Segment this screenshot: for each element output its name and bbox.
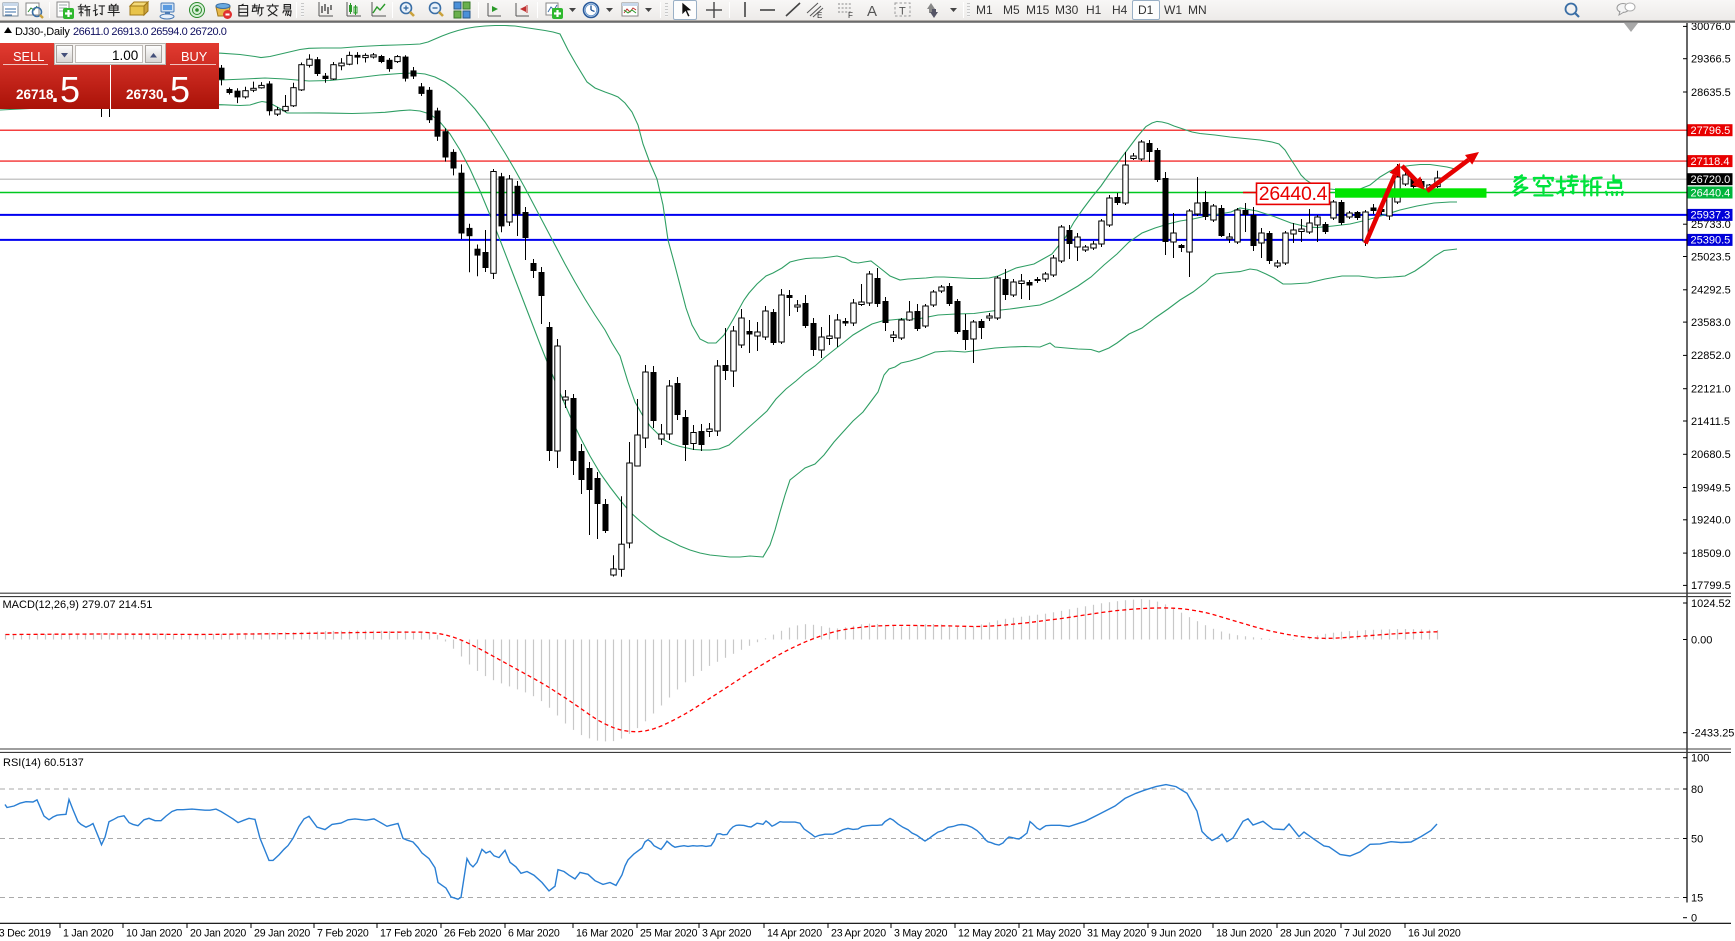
svg-text:7 Jul 2020: 7 Jul 2020 [1344, 928, 1391, 940]
svg-text:21 May 2020: 21 May 2020 [1022, 928, 1081, 940]
svg-text:26440.4: 26440.4 [1691, 187, 1731, 199]
svg-text:14 Apr 2020: 14 Apr 2020 [767, 928, 822, 940]
svg-text:22121.0: 22121.0 [1691, 384, 1731, 396]
svg-text:26720.0: 26720.0 [1691, 174, 1731, 186]
svg-text:18 Jun 2020: 18 Jun 2020 [1216, 928, 1272, 940]
svg-text:19240.0: 19240.0 [1691, 515, 1731, 527]
svg-text:100: 100 [1691, 753, 1709, 765]
svg-text:25390.5: 25390.5 [1691, 235, 1731, 247]
svg-text:17 Feb 2020: 17 Feb 2020 [380, 928, 438, 940]
svg-text:26611.0 26913.0 26594.0 26720.: 26611.0 26913.0 26594.0 26720.0 [73, 26, 227, 38]
svg-text:25023.5: 25023.5 [1691, 251, 1731, 263]
svg-text:16 Mar 2020: 16 Mar 2020 [576, 928, 634, 940]
svg-text:0: 0 [1691, 913, 1697, 925]
svg-text:F: F [848, 11, 853, 20]
svg-text:MACD(12,26,9) 279.07 214.51: MACD(12,26,9) 279.07 214.51 [3, 599, 153, 611]
svg-text:25937.3: 25937.3 [1691, 210, 1731, 222]
svg-text:28635.5: 28635.5 [1691, 87, 1731, 99]
svg-text:25 Mar 2020: 25 Mar 2020 [640, 928, 698, 940]
svg-text:80: 80 [1691, 784, 1703, 796]
svg-text:19949.5: 19949.5 [1691, 482, 1731, 494]
svg-text:27118.4: 27118.4 [1691, 156, 1730, 168]
svg-text:1 Jan 2020: 1 Jan 2020 [63, 928, 114, 940]
svg-text:10 Jan 2020: 10 Jan 2020 [126, 928, 182, 940]
svg-text:21411.5: 21411.5 [1691, 416, 1730, 428]
svg-text:25733.0: 25733.0 [1691, 219, 1731, 231]
svg-text:9 Jun 2020: 9 Jun 2020 [1151, 928, 1202, 940]
svg-text:3 May 2020: 3 May 2020 [894, 928, 948, 940]
svg-text:26440.4: 26440.4 [1259, 183, 1328, 205]
svg-text:A: A [867, 3, 877, 20]
svg-text:1024.52: 1024.52 [1691, 598, 1731, 610]
svg-text:20 Jan 2020: 20 Jan 2020 [190, 928, 246, 940]
svg-text:16 Jul 2020: 16 Jul 2020 [1408, 928, 1461, 940]
svg-text:24292.5: 24292.5 [1691, 285, 1731, 297]
svg-text:6 Mar 2020: 6 Mar 2020 [508, 928, 560, 940]
svg-text:31 May 2020: 31 May 2020 [1087, 928, 1146, 940]
svg-text:23 Dec 2019: 23 Dec 2019 [0, 928, 51, 940]
svg-text:50: 50 [1691, 833, 1703, 845]
svg-text:29 Jan 2020: 29 Jan 2020 [254, 928, 310, 940]
svg-text:23 Apr 2020: 23 Apr 2020 [831, 928, 886, 940]
svg-text:12 May 2020: 12 May 2020 [958, 928, 1017, 940]
svg-text:-2433.25: -2433.25 [1691, 728, 1734, 740]
svg-text:3 Apr 2020: 3 Apr 2020 [702, 928, 752, 940]
svg-text:30076.0: 30076.0 [1691, 21, 1731, 33]
svg-text:18509.0: 18509.0 [1691, 548, 1731, 560]
svg-text:DJ30-,Daily: DJ30-,Daily [15, 26, 70, 38]
svg-text:0.00: 0.00 [1691, 634, 1712, 646]
svg-text:22852.0: 22852.0 [1691, 350, 1731, 362]
svg-text:29366.5: 29366.5 [1691, 54, 1731, 66]
svg-text:T: T [899, 6, 906, 18]
svg-text:27796.5: 27796.5 [1691, 125, 1731, 137]
svg-text:23583.0: 23583.0 [1691, 317, 1731, 329]
svg-text:7 Feb 2020: 7 Feb 2020 [317, 928, 369, 940]
svg-text:17799.5: 17799.5 [1691, 580, 1731, 592]
svg-text:15: 15 [1691, 892, 1703, 904]
svg-text:RSI(14) 60.5137: RSI(14) 60.5137 [3, 757, 84, 769]
svg-text:26 Feb 2020: 26 Feb 2020 [444, 928, 502, 940]
svg-text:28 Jun 2020: 28 Jun 2020 [1280, 928, 1336, 940]
svg-text:20680.5: 20680.5 [1691, 449, 1731, 461]
svg-text:E: E [817, 11, 822, 20]
